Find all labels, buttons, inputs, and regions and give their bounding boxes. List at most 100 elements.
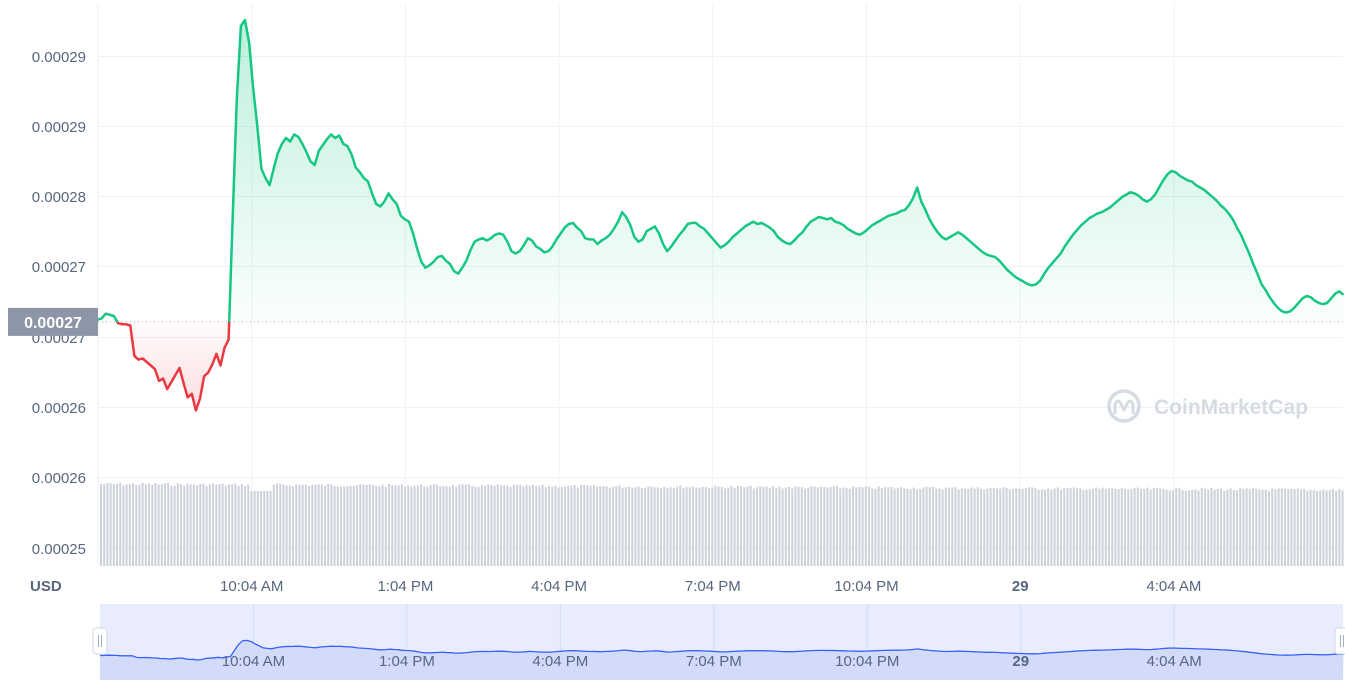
volume-bar [1181,490,1184,566]
volume-bar [599,486,602,566]
volume-bar [932,486,934,566]
volume-bar [196,485,198,566]
volume-bar [1290,488,1293,566]
volume-bar [1287,489,1290,566]
coinmarketcap-logo-icon [1107,389,1141,423]
volume-bar [880,487,883,566]
volume-bar [708,488,710,566]
volume-bar [820,486,822,566]
price-area-up [98,20,1344,322]
volume-bar [749,485,752,566]
volume-bar [890,487,893,566]
volume-bar [128,483,131,566]
volume-bar [807,487,810,566]
volume-bar [679,485,682,566]
volume-bar [154,483,157,566]
volume-bar [557,487,560,566]
volume-bar [813,486,816,566]
volume-bar [151,484,154,566]
volume-bar [1060,489,1062,566]
volume-bar [1255,488,1258,566]
volume-bar [164,483,166,566]
volume-bar [512,484,515,566]
navigator-tick-label: 10:04 AM [222,653,285,670]
volume-bar [688,487,691,566]
volume-bar [103,484,106,566]
navigator-left-handle[interactable] [92,627,108,655]
volume-bar [1101,487,1104,566]
volume-bar [999,488,1002,566]
volume-bar [426,486,429,566]
volume-bar [228,484,230,566]
volume-bar [682,488,685,566]
volume-bar [743,487,746,566]
volume-bar [1104,488,1107,566]
volume-bar [480,484,483,566]
volume-bar [119,482,122,566]
volume-bar [653,487,656,566]
volume-bar [589,485,592,566]
volume-bar [1005,488,1008,566]
volume-bar [1152,487,1155,566]
volume-bar [624,487,627,566]
volume-bar [1130,488,1133,566]
volume-bar [1095,487,1098,566]
volume-bar [592,485,595,566]
volume-bar [391,485,394,566]
volume-bar [810,486,813,566]
volume-bar [269,491,272,566]
volume-bar [928,487,931,566]
volume-bar [423,486,426,566]
volume-bar [701,486,704,566]
volume-bar [1223,490,1226,566]
volume-bar [416,485,419,566]
range-navigator[interactable]: 10:04 AM 1:04 PM 4:04 PM 7:04 PM 10:04 PM 29 4… [92,604,1345,680]
volume-bar [1284,488,1286,566]
volume-bar [247,484,250,566]
volume-bar [272,484,275,566]
volume-bar [996,488,998,566]
volume-bar [724,488,726,566]
volume-bar [1280,488,1283,566]
volume-bar [852,486,854,566]
volume-bar [1044,489,1046,566]
volume-bar [109,483,112,566]
volume-bar [180,484,182,566]
volume-bar [183,485,186,566]
volume-bar [304,484,307,566]
volume-bar [826,487,829,566]
volume-bar [816,487,819,566]
volume-bar [1079,488,1082,566]
volume-bar [1296,488,1299,566]
volume-bar [1127,489,1130,566]
volume-bar [1309,489,1312,566]
volume-bar [157,484,160,566]
volume-bar [1341,490,1344,566]
volume-bar [212,483,214,566]
volume-bar [650,486,653,566]
volume-bar [973,488,976,566]
volume-bar [1191,490,1194,566]
volume-bar [378,486,381,566]
volume-bar [359,483,362,566]
volume-bar [858,486,861,566]
volume-bar [1300,489,1302,566]
volume-bar [330,484,333,566]
navigator-tick-label: 10:04 PM [835,653,899,670]
volume-bar [1120,488,1123,566]
volume-bar [160,484,163,566]
volume-bar [407,485,410,566]
volume-bar [1322,489,1325,566]
volume-bar [487,484,490,566]
volume-bar [631,487,634,566]
volume-bar [1226,489,1229,566]
navigator-right-handle[interactable] [1334,627,1345,655]
volume-bar [1117,489,1120,566]
volume-bar [509,486,512,566]
currency-label: USD [30,578,62,595]
x-axis: 10:04 AM 1:04 PM 4:04 PM 7:04 PM 10:04 PM 29 4… [220,578,1201,595]
volume-bar [1248,489,1251,566]
volume-bar [452,484,454,566]
volume-bar [727,487,730,566]
